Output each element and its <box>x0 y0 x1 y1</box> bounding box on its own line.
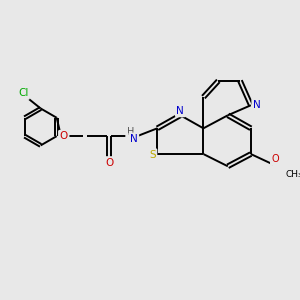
Text: CH₃: CH₃ <box>286 170 300 179</box>
Text: O: O <box>272 154 279 164</box>
Text: Cl: Cl <box>18 88 28 98</box>
Text: O: O <box>60 131 68 141</box>
Text: N: N <box>253 100 261 110</box>
Text: N: N <box>176 106 184 116</box>
Text: S: S <box>149 150 156 160</box>
Text: O: O <box>105 158 113 168</box>
Text: N: N <box>130 134 138 144</box>
Text: H: H <box>127 127 134 137</box>
